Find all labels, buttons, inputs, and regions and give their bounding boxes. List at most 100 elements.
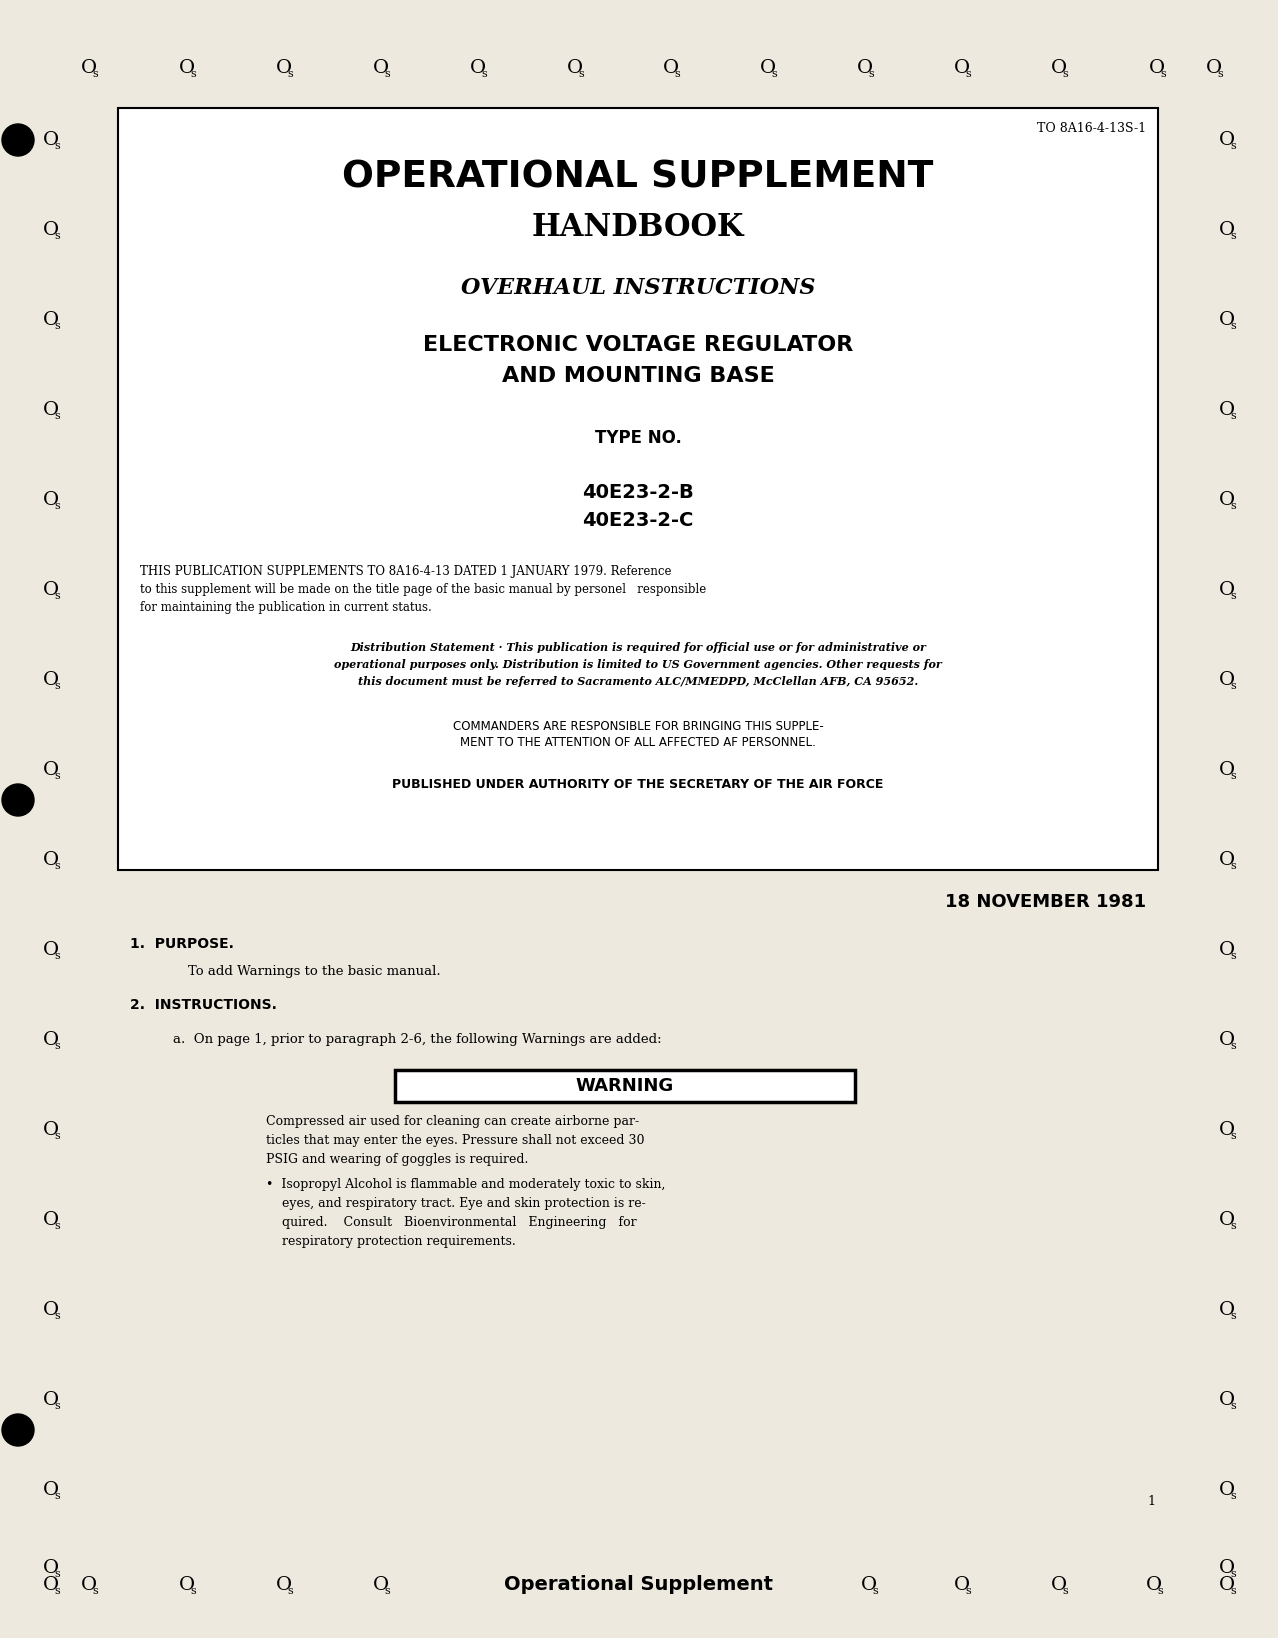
Text: eyes, and respiratory tract. Eye and skin protection is re-: eyes, and respiratory tract. Eye and ski… (266, 1197, 645, 1210)
Text: O: O (43, 1559, 59, 1577)
Text: s: s (190, 69, 197, 79)
Text: s: s (1231, 321, 1237, 331)
Text: PSIG and wearing of goggles is required.: PSIG and wearing of goggles is required. (266, 1153, 528, 1166)
Text: O: O (43, 672, 59, 690)
Text: s: s (675, 69, 680, 79)
Text: s: s (55, 862, 60, 871)
Text: O: O (1219, 1301, 1235, 1319)
Text: s: s (55, 141, 60, 151)
Text: O: O (1219, 491, 1235, 509)
Text: To add Warnings to the basic manual.: To add Warnings to the basic manual. (188, 965, 441, 978)
Text: s: s (1231, 1132, 1237, 1142)
Circle shape (3, 785, 35, 816)
Text: O: O (470, 59, 486, 77)
Text: s: s (1218, 69, 1223, 79)
Text: O: O (1219, 672, 1235, 690)
Text: this document must be referred to Sacramento ALC/MMEDPD, McClellan AFB, CA 95652: this document must be referred to Sacram… (358, 676, 918, 686)
Text: s: s (55, 681, 60, 691)
Text: OVERHAUL INSTRUCTIONS: OVERHAUL INSTRUCTIONS (461, 277, 815, 300)
Text: WARNING: WARNING (576, 1078, 674, 1094)
Text: O: O (1219, 1481, 1235, 1499)
Text: O: O (1219, 131, 1235, 149)
Text: 1.  PURPOSE.: 1. PURPOSE. (130, 937, 234, 952)
Text: O: O (43, 131, 59, 149)
Text: O: O (373, 59, 389, 77)
Text: s: s (579, 69, 584, 79)
Text: O: O (43, 401, 59, 419)
Text: ELECTRONIC VOLTAGE REGULATOR: ELECTRONIC VOLTAGE REGULATOR (423, 336, 854, 355)
Text: O: O (1219, 1120, 1235, 1138)
Text: O: O (760, 59, 776, 77)
Text: TYPE NO.: TYPE NO. (594, 429, 681, 447)
Text: s: s (55, 1310, 60, 1322)
Text: s: s (1231, 591, 1237, 601)
Text: OPERATIONAL SUPPLEMENT: OPERATIONAL SUPPLEMENT (343, 161, 934, 197)
Text: s: s (1231, 1310, 1237, 1322)
Text: s: s (55, 1491, 60, 1500)
Text: to this supplement will be made on the title page of the basic manual by persone: to this supplement will be made on the t… (141, 583, 707, 596)
Text: O: O (43, 762, 59, 780)
Text: s: s (55, 1042, 60, 1052)
Text: for maintaining the publication in current status.: for maintaining the publication in curre… (141, 601, 432, 614)
Text: s: s (288, 1586, 294, 1595)
Text: 40E23-2-C: 40E23-2-C (583, 511, 694, 529)
Text: s: s (1231, 1400, 1237, 1412)
Text: O: O (179, 1576, 196, 1594)
Text: s: s (55, 501, 60, 511)
Text: s: s (55, 771, 60, 781)
Text: O: O (1219, 1391, 1235, 1409)
Text: PUBLISHED UNDER AUTHORITY OF THE SECRETARY OF THE AIR FORCE: PUBLISHED UNDER AUTHORITY OF THE SECRETA… (392, 778, 883, 791)
Circle shape (3, 1414, 35, 1446)
Text: O: O (1219, 852, 1235, 870)
Text: Compressed air used for cleaning can create airborne par-: Compressed air used for cleaning can cre… (266, 1115, 639, 1129)
Text: O: O (1051, 1576, 1067, 1594)
Circle shape (3, 124, 35, 156)
Text: AND MOUNTING BASE: AND MOUNTING BASE (502, 365, 774, 387)
Text: s: s (1160, 69, 1167, 79)
Text: s: s (55, 321, 60, 331)
Text: s: s (288, 69, 294, 79)
Text: s: s (385, 1586, 391, 1595)
Text: s: s (55, 1400, 60, 1412)
Text: O: O (179, 59, 196, 77)
Text: s: s (1231, 1586, 1237, 1595)
Text: O: O (1206, 59, 1222, 77)
Text: s: s (55, 1586, 60, 1595)
Text: s: s (1063, 1586, 1068, 1595)
Text: O: O (1219, 1030, 1235, 1048)
Text: O: O (43, 940, 59, 958)
Text: ticles that may enter the eyes. Pressure shall not exceed 30: ticles that may enter the eyes. Pressure… (266, 1133, 644, 1147)
Text: s: s (772, 69, 777, 79)
Text: O: O (1146, 1576, 1162, 1594)
Text: O: O (43, 852, 59, 870)
Text: HANDBOOK: HANDBOOK (532, 213, 744, 244)
Text: O: O (1219, 940, 1235, 958)
Bar (395, 1070, 855, 1102)
Text: O: O (43, 1120, 59, 1138)
Text: O: O (81, 1576, 97, 1594)
Text: O: O (1219, 581, 1235, 600)
Bar (118, 108, 1158, 870)
Text: s: s (482, 69, 487, 79)
Text: s: s (1231, 952, 1237, 962)
Text: s: s (55, 231, 60, 241)
Text: O: O (43, 1576, 59, 1594)
Text: s: s (55, 591, 60, 601)
Text: O: O (856, 59, 873, 77)
Text: s: s (966, 69, 971, 79)
Text: s: s (1231, 231, 1237, 241)
Text: O: O (43, 491, 59, 509)
Text: Distribution Statement · This publication is required for official use or for ad: Distribution Statement · This publicatio… (350, 642, 927, 654)
Text: O: O (43, 311, 59, 329)
Text: 18 NOVEMBER 1981: 18 NOVEMBER 1981 (944, 893, 1146, 911)
Text: O: O (276, 1576, 291, 1594)
Text: O: O (43, 1481, 59, 1499)
Text: O: O (1051, 59, 1067, 77)
Text: s: s (1231, 1569, 1237, 1579)
Text: MENT TO THE ATTENTION OF ALL AFFECTED AF PERSONNEL.: MENT TO THE ATTENTION OF ALL AFFECTED AF… (460, 735, 815, 749)
Text: s: s (1231, 411, 1237, 421)
Text: s: s (55, 1132, 60, 1142)
Text: s: s (55, 411, 60, 421)
Text: 2.  INSTRUCTIONS.: 2. INSTRUCTIONS. (130, 998, 277, 1012)
Text: O: O (1219, 1559, 1235, 1577)
